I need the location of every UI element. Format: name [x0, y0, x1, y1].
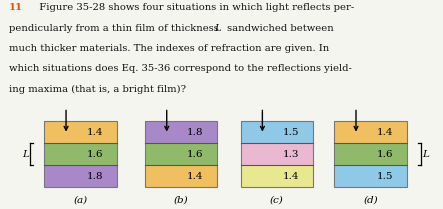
Text: 1.4: 1.4: [283, 172, 299, 181]
Text: (a): (a): [74, 195, 88, 204]
Bar: [241, 165, 313, 187]
Text: 1.4: 1.4: [376, 128, 393, 137]
Text: (b): (b): [174, 195, 189, 204]
Bar: [44, 121, 117, 187]
Bar: [334, 121, 407, 187]
Text: 1.3: 1.3: [283, 150, 299, 159]
Text: Figure 35-28 shows four situations in which light reflects per-: Figure 35-28 shows four situations in wh…: [33, 3, 354, 12]
Text: 1.6: 1.6: [86, 150, 103, 159]
Text: 1.5: 1.5: [283, 128, 299, 137]
Text: (c): (c): [270, 195, 284, 204]
Text: 1.5: 1.5: [376, 172, 393, 181]
Bar: [334, 143, 407, 165]
Text: L: L: [214, 23, 221, 33]
Text: L: L: [423, 150, 429, 159]
Text: ing maxima (that is, a bright film)?: ing maxima (that is, a bright film)?: [9, 85, 186, 94]
Text: 1.8: 1.8: [187, 128, 203, 137]
Bar: [44, 165, 117, 187]
Text: 1.6: 1.6: [187, 150, 203, 159]
Bar: [241, 121, 313, 143]
Text: which situations does Eq. 35-36 correspond to the reflections yield-: which situations does Eq. 35-36 correspo…: [9, 64, 352, 73]
Bar: [334, 121, 407, 143]
Text: 11: 11: [9, 3, 23, 12]
Bar: [145, 121, 218, 187]
Text: sandwiched between: sandwiched between: [224, 23, 334, 33]
Bar: [44, 121, 117, 143]
Text: 1.6: 1.6: [376, 150, 393, 159]
Text: 1.4: 1.4: [187, 172, 203, 181]
Bar: [145, 121, 218, 143]
Text: 1.4: 1.4: [86, 128, 103, 137]
Text: much thicker materials. The indexes of refraction are given. In: much thicker materials. The indexes of r…: [9, 44, 329, 53]
Bar: [145, 143, 218, 165]
Text: pendicularly from a thin film of thickness: pendicularly from a thin film of thickne…: [9, 23, 222, 33]
Text: 1.8: 1.8: [86, 172, 103, 181]
Text: L: L: [22, 150, 29, 159]
Bar: [145, 165, 218, 187]
Bar: [241, 143, 313, 165]
Bar: [241, 121, 313, 187]
Bar: [44, 143, 117, 165]
Text: (d): (d): [363, 195, 378, 204]
Bar: [334, 165, 407, 187]
